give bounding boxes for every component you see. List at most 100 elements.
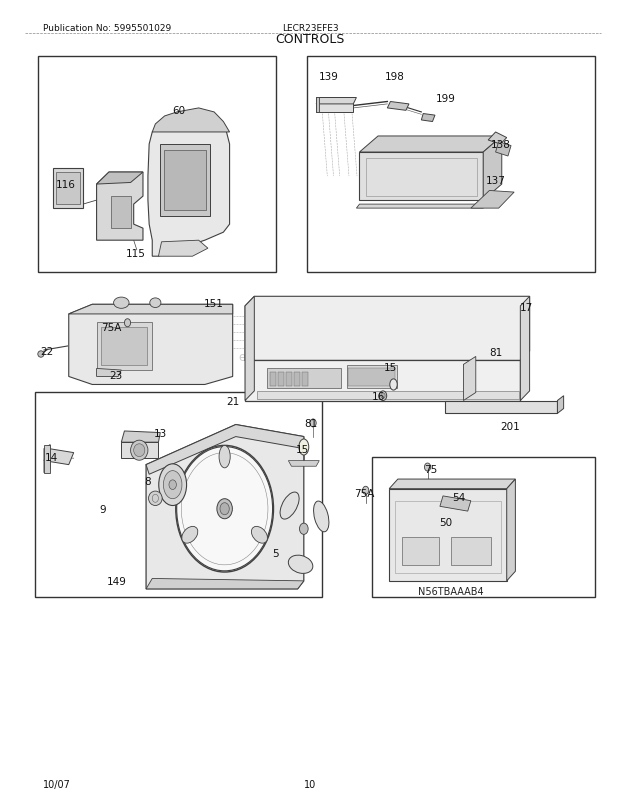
Bar <box>302 372 308 387</box>
Polygon shape <box>463 357 476 401</box>
Bar <box>348 369 396 387</box>
Ellipse shape <box>113 298 129 309</box>
Text: 50: 50 <box>440 518 453 528</box>
Polygon shape <box>316 99 353 113</box>
Text: LECR23EFE3: LECR23EFE3 <box>281 24 339 33</box>
Bar <box>307 57 595 273</box>
Bar <box>53 169 83 209</box>
Ellipse shape <box>219 446 230 468</box>
Ellipse shape <box>164 471 182 499</box>
Bar <box>389 489 507 581</box>
Ellipse shape <box>177 447 273 571</box>
Text: 116: 116 <box>56 180 76 190</box>
Ellipse shape <box>220 503 229 515</box>
Bar <box>294 372 300 387</box>
Text: 75A: 75A <box>100 322 121 332</box>
Text: 15: 15 <box>384 363 397 372</box>
Text: 75: 75 <box>424 464 437 474</box>
Text: 149: 149 <box>107 576 127 586</box>
Ellipse shape <box>299 439 309 456</box>
Ellipse shape <box>363 487 369 495</box>
Text: 13: 13 <box>154 428 167 438</box>
Text: 199: 199 <box>436 94 456 104</box>
Ellipse shape <box>425 464 431 472</box>
Polygon shape <box>245 361 520 401</box>
Bar <box>101 327 148 366</box>
Text: 14: 14 <box>45 452 58 462</box>
Ellipse shape <box>252 527 267 544</box>
Bar <box>97 322 153 371</box>
Text: 139: 139 <box>319 71 339 82</box>
Bar <box>278 372 284 387</box>
Bar <box>286 372 292 387</box>
Polygon shape <box>507 480 515 581</box>
Polygon shape <box>288 461 319 467</box>
Polygon shape <box>495 143 511 157</box>
Bar <box>347 366 397 388</box>
Bar <box>35 393 322 597</box>
Bar <box>38 57 276 273</box>
Polygon shape <box>316 99 356 105</box>
Polygon shape <box>146 579 304 589</box>
Polygon shape <box>360 153 483 200</box>
Text: 16: 16 <box>371 392 384 402</box>
Ellipse shape <box>381 394 385 399</box>
Text: 138: 138 <box>490 140 510 150</box>
Polygon shape <box>148 115 229 257</box>
Polygon shape <box>316 99 319 113</box>
Polygon shape <box>389 480 515 489</box>
Text: 8: 8 <box>144 476 151 486</box>
Polygon shape <box>488 133 507 145</box>
Text: 151: 151 <box>204 298 224 308</box>
Ellipse shape <box>217 499 232 519</box>
Polygon shape <box>440 496 471 512</box>
Text: 81: 81 <box>489 348 502 358</box>
Ellipse shape <box>299 524 308 535</box>
Bar <box>111 196 131 229</box>
Bar <box>161 145 210 217</box>
Text: 75A: 75A <box>354 488 374 498</box>
Polygon shape <box>483 137 502 200</box>
Ellipse shape <box>169 480 176 490</box>
Text: 5: 5 <box>273 548 279 558</box>
Text: CONTROLS: CONTROLS <box>275 33 345 46</box>
Polygon shape <box>44 449 74 465</box>
Ellipse shape <box>149 492 162 506</box>
Polygon shape <box>97 172 143 241</box>
Ellipse shape <box>280 492 299 520</box>
Ellipse shape <box>288 556 313 573</box>
Polygon shape <box>388 103 409 111</box>
Ellipse shape <box>379 391 387 401</box>
Polygon shape <box>245 297 529 361</box>
Text: 201: 201 <box>500 422 520 431</box>
Ellipse shape <box>390 379 397 391</box>
Ellipse shape <box>38 351 44 358</box>
Ellipse shape <box>131 440 148 460</box>
Text: 15: 15 <box>296 444 309 454</box>
Text: 137: 137 <box>485 176 505 186</box>
Bar <box>451 537 491 565</box>
Ellipse shape <box>310 419 316 427</box>
Polygon shape <box>245 351 529 361</box>
Polygon shape <box>97 369 122 377</box>
Polygon shape <box>445 401 557 414</box>
Text: Publication No: 5995501029: Publication No: 5995501029 <box>43 24 171 33</box>
Polygon shape <box>69 305 232 385</box>
Ellipse shape <box>134 444 145 457</box>
Polygon shape <box>360 137 502 153</box>
Polygon shape <box>422 115 435 123</box>
Polygon shape <box>44 445 50 473</box>
Text: 115: 115 <box>126 249 146 259</box>
Text: 9: 9 <box>99 504 106 514</box>
Polygon shape <box>159 241 208 257</box>
Polygon shape <box>257 391 519 399</box>
Bar <box>56 172 80 205</box>
Ellipse shape <box>150 298 161 308</box>
Polygon shape <box>153 109 229 133</box>
Text: 54: 54 <box>452 492 465 502</box>
Bar <box>267 368 341 388</box>
Ellipse shape <box>182 527 198 544</box>
Ellipse shape <box>314 501 329 532</box>
Text: 17: 17 <box>520 302 533 312</box>
Text: 22: 22 <box>40 346 53 356</box>
